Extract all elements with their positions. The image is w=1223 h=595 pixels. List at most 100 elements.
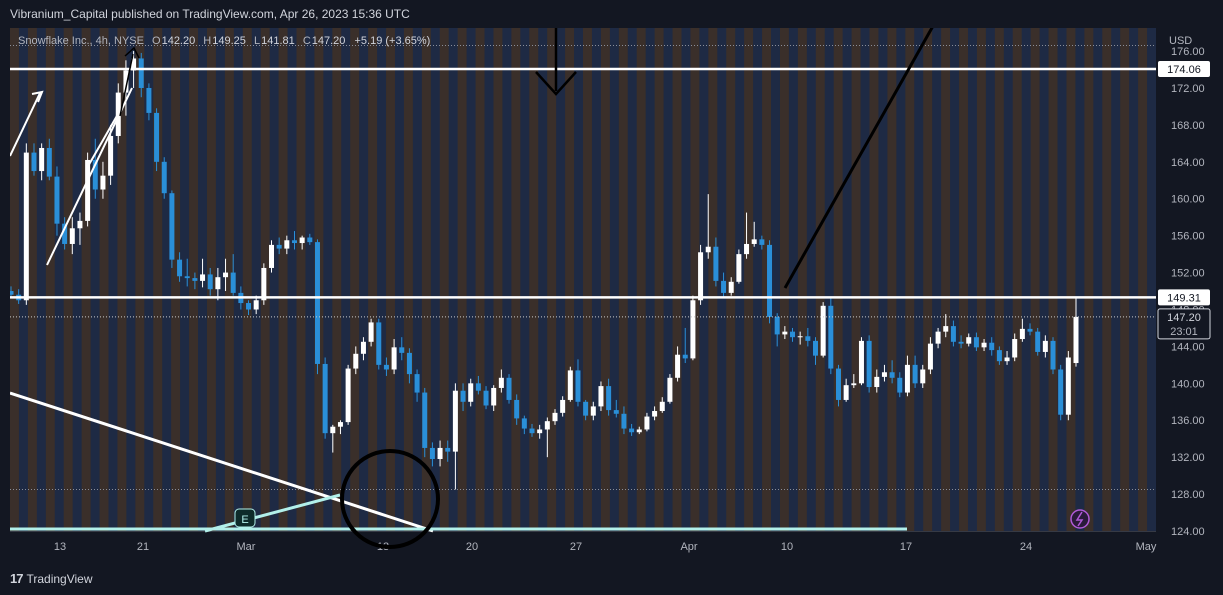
candle-body[interactable] <box>483 390 489 406</box>
candle-body[interactable] <box>192 278 198 281</box>
candle-body[interactable] <box>713 246 719 281</box>
candle-body[interactable] <box>698 252 704 301</box>
candle-body[interactable] <box>598 386 604 407</box>
candle-body[interactable] <box>1035 331 1041 352</box>
candle-body[interactable] <box>399 347 405 353</box>
candle-body[interactable] <box>391 347 397 370</box>
candle-body[interactable] <box>590 406 596 416</box>
candle-body[interactable] <box>751 239 757 244</box>
chart-area[interactable]: 124.00128.00132.00136.00140.00144.00148.… <box>10 28 1223 568</box>
candle-body[interactable] <box>897 377 903 393</box>
candle-body[interactable] <box>782 331 788 335</box>
ascending-teal-line[interactable] <box>204 493 341 533</box>
candle-body[interactable] <box>1027 328 1033 332</box>
earnings-marker[interactable] <box>234 508 256 528</box>
candle-body[interactable] <box>184 276 190 279</box>
candle-body[interactable] <box>981 342 987 348</box>
candlestick-chart[interactable]: 124.00128.00132.00136.00140.00144.00148.… <box>10 28 1223 568</box>
candle-body[interactable] <box>744 243 750 255</box>
black-arrow-line[interactable] <box>119 53 134 117</box>
candle-body[interactable] <box>973 337 979 348</box>
candle-body[interactable] <box>368 322 374 342</box>
candle-body[interactable] <box>77 220 83 229</box>
candle-body[interactable] <box>958 341 964 344</box>
candle-body[interactable] <box>322 363 328 434</box>
candle-body[interactable] <box>759 239 765 245</box>
candle-body[interactable] <box>131 58 137 71</box>
candle-body[interactable] <box>85 159 91 221</box>
candle-body[interactable] <box>552 412 558 422</box>
candle-body[interactable] <box>721 280 727 293</box>
candle-body[interactable] <box>797 336 803 338</box>
candle-body[interactable] <box>284 240 290 249</box>
candle-body[interactable] <box>950 326 956 342</box>
candle-body[interactable] <box>537 429 543 434</box>
candle-body[interactable] <box>767 244 773 317</box>
candle-body[interactable] <box>920 369 926 384</box>
candle-body[interactable] <box>1019 328 1025 340</box>
candle-body[interactable] <box>445 447 451 452</box>
time-axis-panel[interactable] <box>10 531 1223 568</box>
candle-body[interactable] <box>169 193 175 260</box>
candle-body[interactable] <box>330 426 336 434</box>
candle-body[interactable] <box>1012 339 1018 358</box>
candle-body[interactable] <box>31 152 37 172</box>
candle-body[interactable] <box>690 300 696 359</box>
candle-body[interactable] <box>276 244 282 249</box>
candle-body[interactable] <box>652 411 658 417</box>
candle-body[interactable] <box>996 350 1002 362</box>
candle-body[interactable] <box>866 340 872 388</box>
candle-body[interactable] <box>912 364 918 384</box>
candle-body[interactable] <box>667 377 673 402</box>
candle-body[interactable] <box>123 70 129 93</box>
candle-body[interactable] <box>659 401 665 412</box>
candle-body[interactable] <box>705 246 711 253</box>
candle-body[interactable] <box>146 87 152 113</box>
candle-body[interactable] <box>353 353 359 369</box>
candle-body[interactable] <box>1004 357 1010 362</box>
candle-body[interactable] <box>935 331 941 344</box>
candle-body[interactable] <box>843 385 849 400</box>
candle-body[interactable] <box>567 370 573 400</box>
candle-body[interactable] <box>904 364 910 393</box>
candle-body[interactable] <box>943 326 949 332</box>
black-trend-line[interactable] <box>783 28 934 289</box>
candle-body[interactable] <box>406 352 412 375</box>
lightning-icon[interactable] <box>1070 509 1090 529</box>
descending-trend-line[interactable] <box>10 391 434 533</box>
candle-body[interactable] <box>207 274 213 290</box>
candle-body[interactable] <box>606 386 612 411</box>
channel-line-upper[interactable] <box>86 113 119 169</box>
candle-body[interactable] <box>966 337 972 344</box>
candle-body[interactable] <box>337 422 343 427</box>
candle-body[interactable] <box>728 281 734 293</box>
candle-body[interactable] <box>92 159 98 190</box>
candle-body[interactable] <box>223 272 229 278</box>
candle-body[interactable] <box>521 418 527 429</box>
candle-body[interactable] <box>383 364 389 370</box>
candle-body[interactable] <box>1050 340 1056 370</box>
candle-body[interactable] <box>253 300 259 310</box>
candle-body[interactable] <box>820 305 826 356</box>
candle-body[interactable] <box>927 343 933 370</box>
candle-body[interactable] <box>230 272 236 293</box>
candle-body[interactable] <box>299 237 305 244</box>
candle-body[interactable] <box>69 228 75 244</box>
candle-body[interactable] <box>10 291 14 295</box>
candle-body[interactable] <box>790 331 796 338</box>
currency-label[interactable]: USD <box>1169 35 1193 47</box>
candle-body[interactable] <box>23 152 29 301</box>
candle-body[interactable] <box>621 413 627 429</box>
candle-body[interactable] <box>498 377 504 388</box>
candle-body[interactable] <box>39 147 45 172</box>
candle-body[interactable] <box>514 399 520 419</box>
candle-body[interactable] <box>644 416 650 430</box>
candle-body[interactable] <box>544 421 550 430</box>
candle-body[interactable] <box>307 237 313 243</box>
candle-body[interactable] <box>460 390 466 402</box>
candle-body[interactable] <box>774 316 780 335</box>
candle-body[interactable] <box>161 161 167 194</box>
candle-body[interactable] <box>100 175 106 190</box>
candle-body[interactable] <box>360 341 366 354</box>
tradingview-brand[interactable]: 17 TradingView <box>10 571 93 586</box>
